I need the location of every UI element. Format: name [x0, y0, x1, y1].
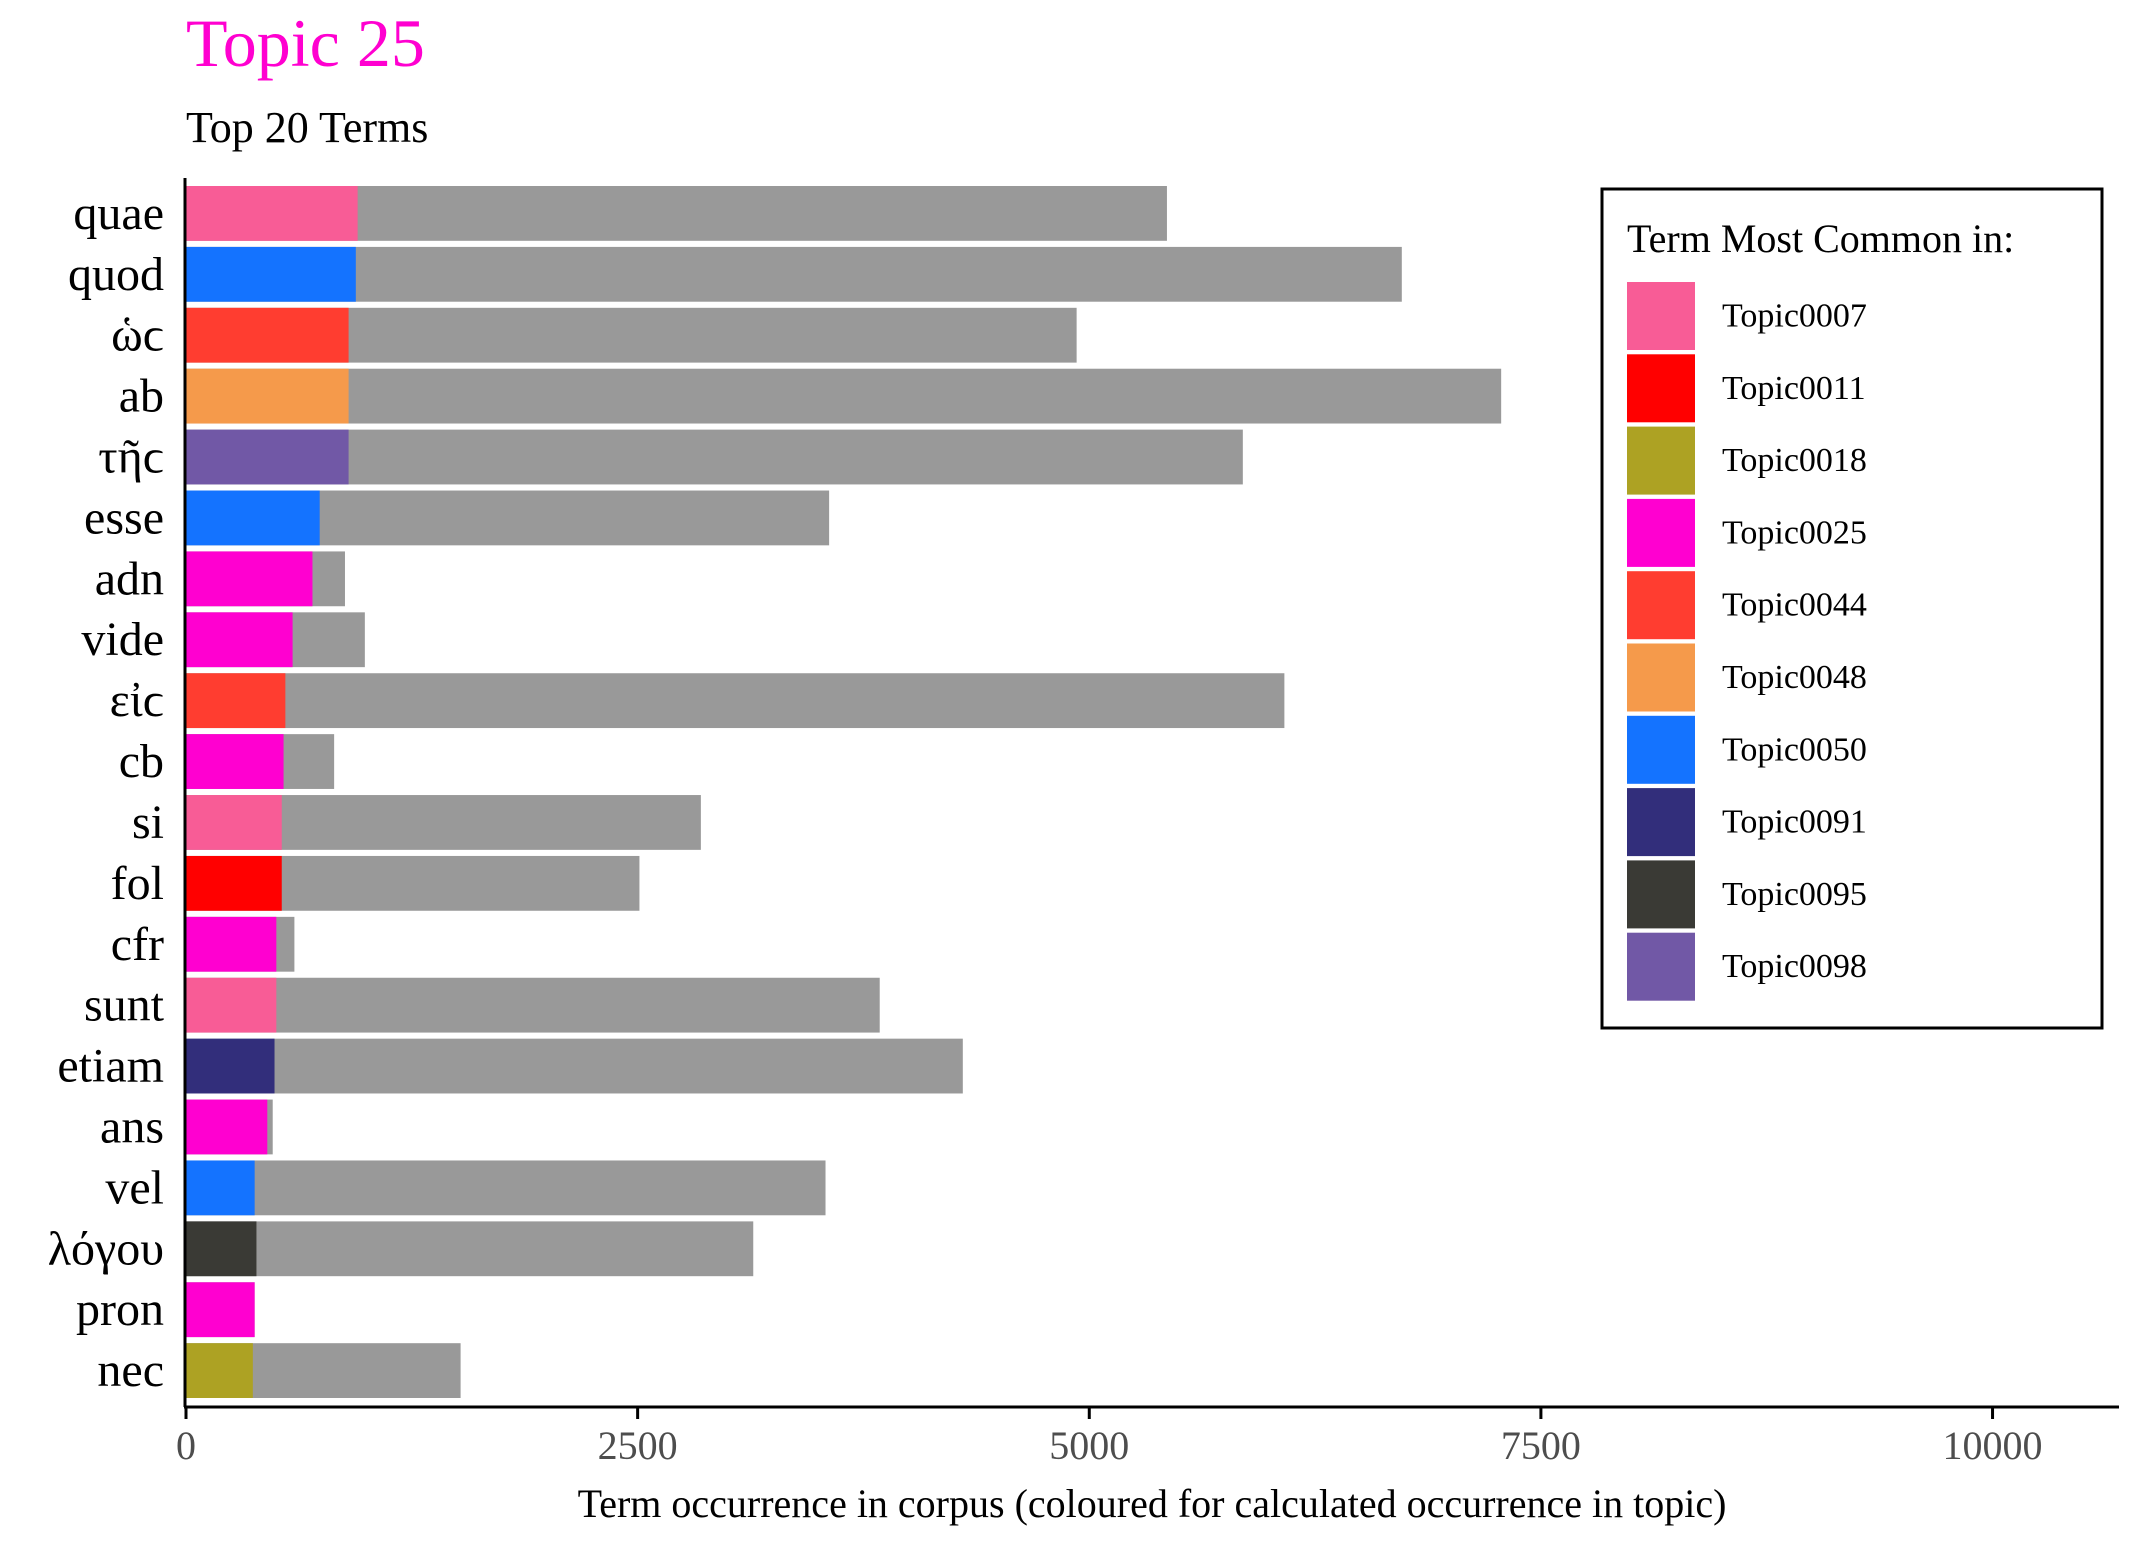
legend-label: Topic0091: [1722, 804, 1867, 841]
topic-bar: [186, 734, 284, 789]
topic-bar: [186, 1160, 255, 1216]
legend-swatch: [1627, 860, 1695, 929]
topic-bar: [186, 368, 349, 424]
topic-bar: [186, 307, 349, 363]
legend-label: Topic0025: [1722, 514, 1867, 551]
legend-title: Term Most Common in:: [1627, 216, 2014, 261]
chart-subtitle: Top 20 Terms: [186, 103, 428, 152]
corpus-bar: [186, 368, 1502, 424]
topic-bar: [186, 551, 313, 607]
legend-swatch: [1627, 498, 1695, 567]
y-tick-label: vide: [81, 613, 164, 666]
legend-swatch: [1627, 282, 1695, 350]
y-tick-label: cb: [119, 735, 164, 788]
y-tick-label: esse: [84, 491, 164, 544]
topic-bar: [186, 1343, 253, 1398]
topic-bar: [186, 186, 358, 241]
topic-bar: [186, 673, 286, 729]
topic-bar: [186, 916, 277, 972]
y-tick-label: εἰϲ: [110, 674, 164, 727]
y-tick-label: quod: [68, 248, 164, 301]
corpus-bar: [186, 1221, 754, 1277]
y-tick-label: vel: [105, 1161, 164, 1214]
y-tick-label: ὡϲ: [111, 309, 164, 362]
x-ticks: 0 2500 5000 7500 10000: [176, 1407, 2043, 1468]
y-tick-label: λόγου: [48, 1222, 164, 1275]
legend-label: Topic0011: [1722, 370, 1866, 407]
y-tick-label: τῆϲ: [98, 431, 164, 484]
topic-bar: [186, 1282, 255, 1338]
legend-swatch: [1627, 715, 1695, 784]
topic-bar: [186, 1099, 268, 1155]
y-tick-label: ab: [119, 370, 164, 423]
legend-swatch: [1627, 932, 1695, 1001]
legend-label: Topic0048: [1722, 659, 1867, 696]
legend-label: Topic0007: [1722, 298, 1867, 335]
corpus-bar: [186, 1038, 963, 1094]
topic-bar: [186, 429, 349, 485]
y-tick-label: etiam: [57, 1040, 164, 1093]
topic-bar: [186, 612, 293, 668]
x-axis-label: Term occurrence in corpus (coloured for …: [578, 1481, 1727, 1526]
legend-swatch: [1627, 571, 1695, 640]
legend-label: Topic0018: [1722, 442, 1867, 479]
corpus-bar: [186, 246, 1402, 302]
topic-bar: [186, 490, 320, 546]
x-tick-label: 10000: [1943, 1423, 2043, 1468]
y-tick-label: si: [132, 796, 164, 849]
topic-bar: [186, 795, 282, 850]
x-tick-label: 5000: [1049, 1423, 1129, 1468]
topic-bar: [186, 1038, 275, 1094]
legend-swatch: [1627, 426, 1695, 495]
corpus-bar: [186, 673, 1285, 729]
legend-entries: Topic0007 Topic0011 Topic0018 Topic0025 Topi…: [1627, 282, 1867, 1001]
x-tick-label: 2500: [598, 1423, 678, 1468]
x-tick-label: 7500: [1501, 1423, 1581, 1468]
y-tick-label: pron: [76, 1283, 164, 1336]
legend-swatch: [1627, 788, 1695, 857]
bars-layer: [186, 186, 1502, 1398]
legend-label: Topic0050: [1722, 731, 1867, 768]
legend: Term Most Common in: Topic0007Topic0011T…: [1600, 187, 2104, 1030]
y-tick-label: ans: [100, 1100, 164, 1153]
legend-label: Topic0095: [1722, 876, 1867, 913]
y-tick-label: cfr: [111, 918, 164, 971]
y-tick-label: nec: [97, 1344, 164, 1397]
corpus-bar: [186, 977, 880, 1033]
legend-swatch: [1627, 643, 1695, 712]
corpus-bar: [186, 1160, 826, 1216]
topic-bar: [186, 977, 277, 1033]
y-tick-label: quae: [73, 187, 164, 240]
y-tick-label: sunt: [84, 979, 165, 1032]
y-tick-label: fol: [111, 857, 164, 910]
topic-bar: [186, 246, 356, 302]
y-tick-labels: quae quod ὡϲ ab τῆϲ esse adn vide εἰϲ cb si fol cfr s…: [48, 187, 165, 1397]
corpus-bar: [186, 429, 1243, 485]
x-tick-label: 0: [176, 1423, 196, 1468]
legend-label: Topic0098: [1722, 948, 1867, 985]
topic-bar: [186, 855, 282, 911]
y-tick-label: adn: [95, 552, 164, 605]
chart-title: Topic 25: [186, 5, 425, 81]
legend-label: Topic0044: [1722, 587, 1867, 624]
topic-bar: [186, 1221, 257, 1277]
legend-swatch: [1627, 354, 1695, 423]
